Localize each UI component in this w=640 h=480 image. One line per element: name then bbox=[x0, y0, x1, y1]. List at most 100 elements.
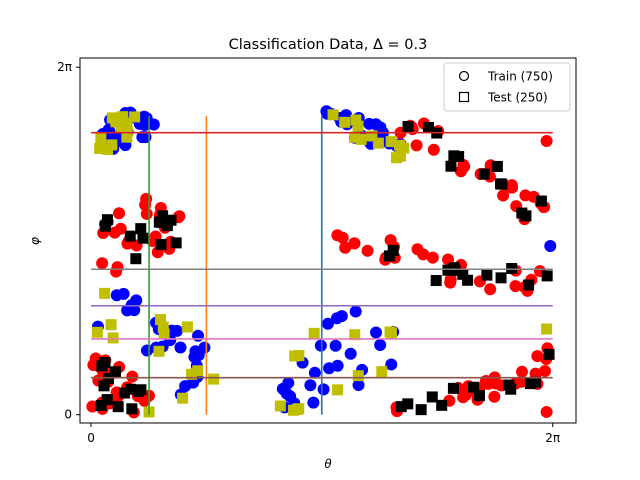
y-axis-label: φ bbox=[28, 237, 42, 245]
legend-circle-marker bbox=[458, 70, 470, 82]
train-point bbox=[317, 383, 330, 396]
test-point bbox=[543, 348, 555, 360]
train-point bbox=[374, 339, 387, 352]
test-point bbox=[422, 121, 434, 133]
test-point bbox=[158, 328, 170, 340]
train-point bbox=[314, 339, 327, 352]
test-point bbox=[161, 220, 173, 232]
test-point bbox=[118, 387, 130, 399]
test-point bbox=[402, 121, 414, 133]
y-tick-label: 2π bbox=[57, 60, 72, 74]
test-point bbox=[495, 272, 507, 284]
test-point bbox=[121, 125, 133, 137]
test-point bbox=[186, 368, 198, 380]
test-point bbox=[94, 143, 106, 155]
train-point bbox=[130, 294, 143, 307]
train-point bbox=[329, 339, 342, 352]
test-point bbox=[398, 142, 410, 154]
test-point bbox=[192, 365, 204, 377]
test-point bbox=[327, 109, 339, 121]
train-point bbox=[96, 257, 109, 270]
train-point bbox=[138, 110, 151, 123]
legend-label: Test (250) bbox=[487, 91, 548, 105]
test-point bbox=[129, 111, 141, 123]
test-point bbox=[430, 275, 442, 287]
train-point bbox=[361, 244, 374, 257]
legend: Train (750) Test (250) bbox=[443, 62, 571, 112]
train-point bbox=[308, 366, 321, 379]
train-point bbox=[516, 365, 529, 378]
test-point bbox=[481, 269, 493, 281]
train-point bbox=[444, 273, 457, 286]
test-point bbox=[126, 403, 138, 415]
legend-box bbox=[443, 62, 571, 112]
test-point bbox=[153, 345, 165, 357]
train-point bbox=[147, 118, 160, 131]
test-point bbox=[541, 270, 553, 282]
test-point bbox=[449, 265, 461, 277]
test-point bbox=[105, 319, 117, 331]
test-point bbox=[383, 250, 395, 262]
test-point bbox=[208, 373, 220, 385]
test-point bbox=[115, 121, 127, 133]
train-point bbox=[304, 379, 317, 392]
train-point bbox=[484, 283, 497, 296]
train-point bbox=[410, 139, 423, 152]
test-point bbox=[447, 382, 459, 394]
train-point bbox=[331, 359, 344, 372]
train-point bbox=[140, 344, 153, 357]
reference-lines bbox=[91, 116, 553, 415]
train-point bbox=[139, 198, 152, 211]
train-point bbox=[519, 189, 532, 202]
train-point bbox=[321, 317, 334, 330]
train-point bbox=[427, 143, 440, 156]
test-point bbox=[376, 366, 388, 378]
test-point bbox=[95, 132, 107, 144]
test-point bbox=[157, 210, 169, 222]
test-point bbox=[170, 237, 182, 249]
test-point bbox=[157, 321, 169, 333]
train-point bbox=[192, 329, 205, 342]
test-point bbox=[478, 168, 490, 180]
test-point bbox=[95, 399, 107, 411]
train-point bbox=[426, 251, 439, 264]
test-point bbox=[402, 398, 414, 410]
train-point bbox=[529, 367, 542, 380]
train-point bbox=[457, 391, 470, 404]
train-point bbox=[136, 131, 149, 144]
x-axis-label: θ bbox=[324, 457, 332, 471]
train-point bbox=[344, 347, 357, 360]
train-point bbox=[335, 310, 348, 323]
test-point bbox=[133, 386, 145, 398]
test-point bbox=[495, 178, 507, 190]
test-point bbox=[332, 384, 344, 396]
train-point bbox=[117, 287, 130, 300]
train-point bbox=[497, 189, 510, 202]
test-point bbox=[121, 117, 133, 129]
plot-frame bbox=[79, 57, 577, 424]
test-point bbox=[109, 366, 121, 378]
test-point bbox=[516, 207, 528, 219]
legend-label: Train (750) bbox=[487, 70, 553, 84]
test-point bbox=[355, 133, 367, 145]
test-point bbox=[395, 401, 407, 413]
train-point bbox=[126, 370, 139, 383]
test-point bbox=[462, 274, 474, 286]
train-point bbox=[506, 181, 519, 194]
test-point bbox=[101, 394, 113, 406]
train-point bbox=[174, 341, 187, 354]
test-point bbox=[426, 391, 438, 403]
test-point bbox=[394, 150, 406, 162]
train-point bbox=[385, 358, 398, 371]
test-point bbox=[99, 220, 111, 232]
test-point bbox=[308, 327, 320, 339]
test-point bbox=[473, 390, 485, 402]
train-point bbox=[108, 226, 121, 239]
test-point bbox=[385, 136, 397, 148]
test-point bbox=[445, 160, 457, 172]
test-point bbox=[102, 372, 114, 384]
test-point bbox=[135, 223, 147, 235]
test-point bbox=[110, 116, 122, 128]
train-point bbox=[538, 364, 551, 377]
y-tick-label: 0 bbox=[64, 408, 72, 422]
